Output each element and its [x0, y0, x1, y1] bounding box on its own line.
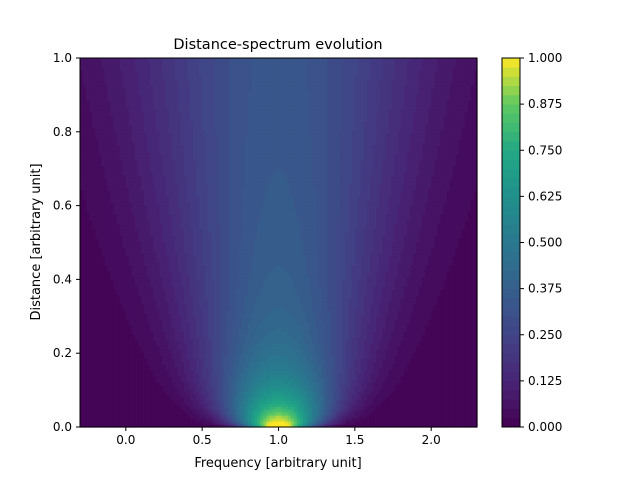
heatmap-cells	[80, 58, 478, 428]
chart-title: Distance-spectrum evolution	[173, 37, 382, 53]
